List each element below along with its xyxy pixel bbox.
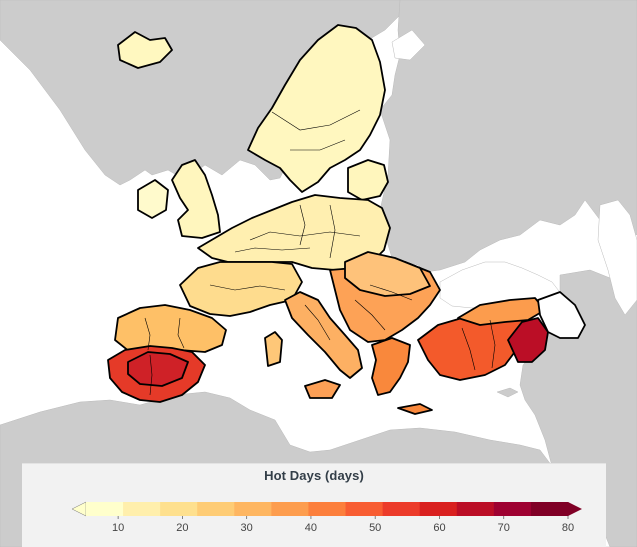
colorbar-bin [123, 502, 161, 516]
border-line [329, 204, 336, 259]
border-line [461, 327, 476, 371]
region-hungary-romania[interactable] [344, 251, 431, 297]
border-line [144, 317, 151, 351]
colorbar-bin [345, 502, 384, 516]
region-ireland[interactable] [137, 179, 169, 219]
border-line [299, 204, 306, 246]
region-crete[interactable] [397, 403, 433, 415]
colorbar-tick-label: 70 [498, 522, 510, 534]
colorbar-bin [86, 502, 124, 516]
border-line [290, 139, 346, 151]
region-scandinavia[interactable] [247, 24, 386, 193]
colorbar-bin [419, 502, 458, 516]
colorbar-bin [530, 502, 569, 516]
colorbar-tick-label: 50 [369, 522, 381, 534]
white-sea [391, 29, 426, 61]
colorbar-bins [71, 501, 582, 517]
colorbar-bin [308, 502, 347, 516]
region-baltics[interactable] [347, 159, 389, 201]
border-line [249, 231, 361, 241]
colorbar-bin [234, 502, 272, 516]
colorbar-bin [271, 502, 309, 516]
region-sardinia[interactable] [264, 331, 283, 367]
region-great-britain[interactable] [171, 159, 221, 239]
colorbar-low-end [71, 501, 87, 517]
border-line [234, 247, 311, 253]
region-turkey-southeast[interactable] [507, 317, 549, 363]
region-andalusia-core[interactable] [127, 351, 189, 387]
region-sicily[interactable] [304, 379, 341, 399]
border-line [149, 354, 153, 396]
colorbar-tick-label: 80 [562, 522, 574, 534]
colorbar-bin [456, 502, 495, 516]
study-region [107, 24, 586, 415]
region-iceland[interactable] [117, 31, 173, 69]
colorbar-tick-label: 60 [433, 522, 445, 534]
landmass-russia-east [379, 0, 637, 273]
legend-title: Hot Days (days) [264, 468, 364, 483]
border-line [177, 317, 185, 349]
region-italy[interactable] [284, 291, 363, 379]
internal-borders [144, 109, 496, 396]
colorbar-ticks: 10 20 30 40 50 60 70 80 [112, 516, 574, 534]
region-turkey-east[interactable] [537, 291, 586, 339]
colorbar-bin [197, 502, 235, 516]
border-line [489, 319, 496, 369]
colorbar-tick-label: 20 [176, 522, 188, 534]
border-line [369, 284, 413, 301]
border-line [209, 284, 286, 291]
colorbar-tick-label: 10 [112, 522, 124, 534]
legend-panel: Hot Days (days) 10 20 30 40 50 60 70 80 [22, 463, 606, 547]
colorbar-tick-label: 40 [305, 522, 317, 534]
landmass-cyprus [496, 387, 519, 398]
legend-colorbar: 10 20 30 40 50 60 70 80 [71, 501, 582, 534]
colorbar-bin [493, 502, 532, 516]
colorbar-high-end [568, 502, 582, 516]
colorbar-bin [160, 502, 198, 516]
border-line [304, 304, 331, 341]
colorbar-bin [382, 502, 421, 516]
border-line [271, 109, 361, 131]
border-line [354, 299, 386, 331]
colorbar-tick-label: 30 [241, 522, 253, 534]
caspian-sea [597, 199, 637, 316]
region-greece[interactable] [371, 337, 411, 396]
